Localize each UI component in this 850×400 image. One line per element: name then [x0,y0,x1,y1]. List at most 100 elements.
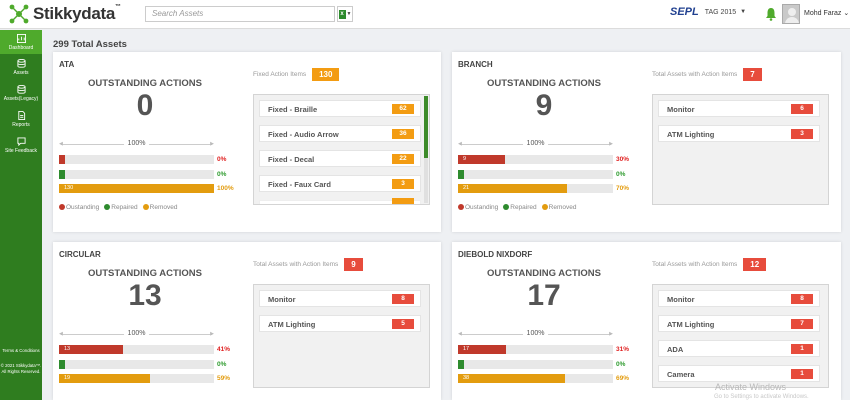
item-count-badge: 62 [392,104,414,114]
repaired-bar: 0% [458,170,625,179]
item-count-badge: 8 [392,294,414,304]
list-item-partial[interactable] [259,198,421,204]
bar-value: 21 [463,185,470,191]
list-item[interactable]: Monitor 8 [658,290,820,307]
sidebar-item-reports[interactable]: Reports [0,106,42,132]
action-items-list[interactable]: Fixed - Braille 62 Fixed - Audio Arrow 3… [253,94,430,205]
bar-value: 38 [463,375,470,381]
item-name: Monitor [667,105,695,114]
bar-percent: 0% [217,171,227,178]
search-input[interactable]: Search Assets [145,6,335,22]
bar-fill [458,374,565,383]
user-name: Mohd Faraz [804,10,842,17]
bar-percent: 100% [217,185,234,192]
list-item[interactable]: Monitor 8 [259,290,421,307]
action-items-label: Total Assets with Action Items [652,261,738,268]
percent-scale: ◀ ▶ 100% [59,140,214,147]
percent-scale-label: 100% [123,140,150,147]
chevron-down-icon: ▼ [740,9,747,15]
bar-fill [458,360,464,369]
tag-label: TAG 2015 [704,8,737,16]
asset-summary-card: ATA OUTSTANDING ACTIONS 0 ◀ ▶ 100% 0% [53,52,441,232]
avatar[interactable] [782,4,800,24]
list-item[interactable]: Monitor 6 [658,100,820,117]
legend: Oustanding Repaired Removed [458,204,576,211]
sidebar-item-assets-legacy[interactable]: Assets(Legacy) [0,80,42,106]
list-item[interactable]: Fixed - Braille 62 [259,100,421,117]
percent-scale-label: 100% [522,140,549,147]
activate-windows-watermark: Activate Windows [715,382,787,392]
item-count-badge: 6 [791,104,813,114]
document-icon [17,110,25,120]
item-count-badge: 36 [392,129,414,139]
item-name: ATM Lighting [667,130,715,139]
bar-percent: 0% [217,361,227,368]
action-items-header: Total Assets with Action Items 9 [253,258,363,271]
asset-summary-card: DIEBOLD NIXDORF OUTSTANDING ACTIONS 17 ◀ ▶ … [452,242,841,400]
copyright: © 2021 Stikkydata™. All Rights Reserved. [0,363,42,374]
list-item[interactable]: ADA 1 [658,340,820,357]
database-icon [16,58,26,68]
removed-bar: 130 100% [59,184,234,193]
removed-bar: 21 70% [458,184,629,193]
list-item[interactable]: Fixed - Decal 22 [259,150,421,167]
bar-fill [59,374,151,383]
repaired-bar: 0% [458,360,625,369]
action-items-badge: 130 [312,68,340,81]
user-menu[interactable]: Mohd Faraz ⌄ [804,9,849,17]
action-items-label: Total Assets with Action Items [652,71,738,78]
card-title: ATA [59,60,75,69]
scrollbar[interactable] [424,96,428,203]
item-name: Camera [667,370,695,379]
item-count-badge: 3 [392,179,414,189]
sidebar-item-dashboard[interactable]: Dashboard [0,30,42,54]
bar-percent: 69% [616,375,630,382]
sidebar-item-site-feedback[interactable]: Site Feedback [0,132,42,158]
page-title: 299 Total Assets [53,39,127,50]
bar-fill [458,170,464,179]
list-item[interactable]: ATM Lighting 3 [658,125,820,142]
action-items-badge: 7 [743,68,762,81]
action-items-label: Fixed Action Items [253,71,307,78]
action-items-header: Fixed Action Items 130 [253,68,340,81]
bar-percent: 0% [616,361,626,368]
org-selector[interactable]: SEPL TAG 2015 ▼ [670,6,746,18]
item-name: ADA [667,345,684,354]
removed-bar: 38 69% [458,374,629,383]
item-count-badge: 22 [392,154,414,164]
terms-link[interactable]: Terms & Conditions [2,348,40,353]
item-count-badge: 3 [791,129,813,139]
asset-summary-card: CIRCULAR OUTSTANDING ACTIONS 13 ◀ ▶ 100% 13… [53,242,441,400]
bar-value: 19 [64,375,71,381]
export-excel-button[interactable]: x ▼ [337,6,353,22]
action-items-list[interactable]: Monitor 6 ATM Lighting 3 [652,94,829,205]
bar-percent: 41% [217,346,231,353]
list-item[interactable]: Camera 1 [658,365,820,382]
bar-percent: 0% [217,156,227,163]
scrollbar-thumb[interactable] [424,96,428,158]
repaired-bar: 0% [59,170,226,179]
legend-removed: Removed [142,204,177,211]
list-item[interactable]: ATM Lighting 7 [658,315,820,332]
item-name: ATM Lighting [667,320,715,329]
bell-icon[interactable] [765,7,777,21]
action-items-list[interactable]: Monitor 8 ATM Lighting 5 [253,284,430,388]
legend-removed: Removed [541,204,576,211]
sidebar-item-assets[interactable]: Assets [0,54,42,80]
list-item[interactable]: ATM Lighting 5 [259,315,421,332]
sidebar-item-label: Reports [12,121,30,128]
action-items-list[interactable]: Monitor 8 ATM Lighting 7 ADA 1 Camera [652,284,829,388]
sidebar-footer: Terms & Conditions © 2021 Stikkydata™. A… [0,348,42,374]
repaired-bar: 0% [59,360,226,369]
outstanding-actions-count: 13 [128,279,162,312]
app-logo[interactable]: Stikkydata™ [8,3,121,25]
item-count-badge: 8 [791,294,813,304]
removed-bar: 19 59% [59,374,230,383]
logo-molecule-icon [9,4,29,24]
list-item[interactable]: Fixed - Audio Arrow 36 [259,125,421,142]
outstanding-bar: 13 41% [59,345,230,354]
database-icon [16,84,26,94]
outstanding-bar: 9 30% [458,155,629,164]
bar-fill [59,155,65,164]
list-item[interactable]: Fixed - Faux Card 3 [259,175,421,192]
